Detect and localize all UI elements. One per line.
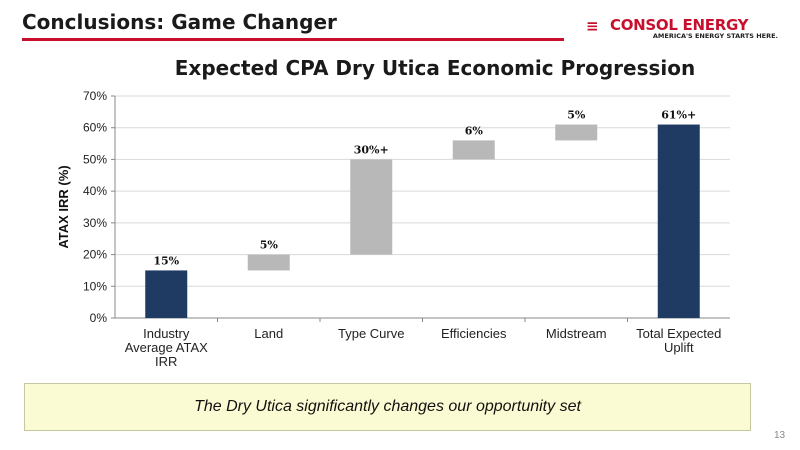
x-tick-label: Midstream <box>546 326 607 341</box>
y-tick-label: 0% <box>90 311 108 325</box>
company-logo: ≡ CONSOL ENERGY AMERICA'S ENERGY STARTS … <box>586 16 782 42</box>
bar <box>657 124 700 319</box>
page-number: 13 <box>774 430 786 441</box>
callout-text: The Dry Utica significantly changes our … <box>194 398 581 415</box>
x-tick-label: IRR <box>155 354 177 369</box>
bar <box>452 140 495 160</box>
logo-name: CONSOL ENERGY <box>610 16 749 34</box>
logo-tagline: AMERICA'S ENERGY STARTS HERE. <box>652 32 778 40</box>
bar <box>350 159 393 255</box>
y-tick-label: 50% <box>83 152 107 166</box>
title-underline <box>22 38 564 41</box>
y-tick-label: 20% <box>83 248 107 262</box>
bar <box>555 124 598 141</box>
x-tick-label: Efficiencies <box>441 326 507 341</box>
x-tick-label: Type Curve <box>338 326 404 341</box>
bar <box>247 254 290 271</box>
y-tick-label: 40% <box>83 184 107 198</box>
data-label: 30%+ <box>354 143 389 156</box>
x-tick-label: Land <box>254 326 283 341</box>
data-label: 61%+ <box>661 109 696 122</box>
data-label: 5% <box>260 239 279 252</box>
y-tick-label: 30% <box>83 216 107 230</box>
chart-title: Expected CPA Dry Utica Economic Progress… <box>174 56 696 80</box>
x-tick-label: Average ATAX <box>125 340 208 355</box>
y-tick-label: 60% <box>83 121 107 135</box>
data-label: 15% <box>153 254 179 267</box>
data-label: 5% <box>567 109 586 122</box>
y-tick-label: 70% <box>83 89 107 103</box>
waterfall-chart: 0% 10% 20% 30% 40% 50% 60% 70% ATAX IRR (%) 15% 5%… <box>56 89 730 369</box>
callout-box: The Dry Utica significantly changes our … <box>24 383 751 431</box>
x-tick-label: Total Expected <box>636 326 721 341</box>
x-tick-label: Uplift <box>664 340 694 355</box>
x-tick-label: Industry <box>143 326 190 341</box>
bar <box>145 270 188 318</box>
logo-mark-icon: ≡ <box>586 17 599 35</box>
slide-title: Conclusions: Game Changer <box>22 10 337 34</box>
data-label: 6% <box>465 124 484 137</box>
y-axis-label: ATAX IRR (%) <box>56 165 71 248</box>
y-tick-label: 10% <box>83 279 107 293</box>
